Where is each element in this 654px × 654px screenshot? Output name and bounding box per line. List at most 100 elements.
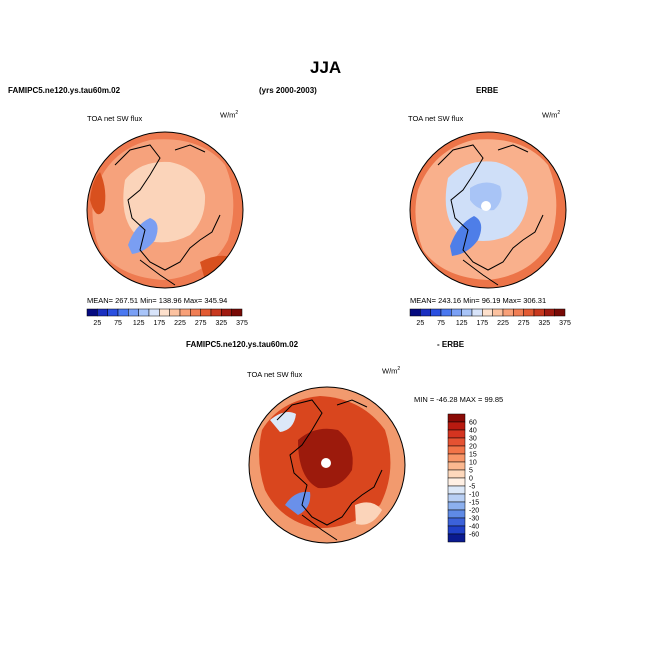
colorbar-obs-tick-label: 175 — [476, 320, 488, 327]
colorbar-diff-swatch — [447, 413, 466, 423]
colorbar-diff-tick-label: -20 — [469, 508, 479, 515]
map-diff-coastline — [276, 399, 383, 541]
map-model-field-low — [128, 218, 158, 254]
colorbar-diff-tick-label: -10 — [469, 492, 479, 499]
colorbar-obs-tick-label: 225 — [497, 320, 509, 327]
map-diff — [248, 386, 406, 544]
panel1-units: W/m2 — [220, 110, 238, 120]
panel2-title: TOA net SW flux — [408, 114, 464, 123]
colorbar-model-swatch — [86, 308, 98, 317]
colorbar-diff-swatch — [447, 469, 466, 479]
colorbar-obs-swatch — [554, 308, 566, 317]
colorbar-diff-tick-label: 15 — [469, 452, 477, 459]
map-diff-field-pale — [355, 502, 382, 525]
panel1-stats: MEAN= 267.51 Min= 138.96 Max= 345.94 — [87, 296, 228, 305]
colorbar-diff-tick-label: 40 — [469, 428, 477, 435]
colorbar-diff-swatch — [447, 453, 466, 463]
colorbar-model: 25 75 125 175 225 275 325 375 — [86, 308, 248, 327]
colorbar-model-swatch — [107, 308, 119, 317]
colorbar-model-tick-label: 75 — [114, 320, 122, 327]
colorbar-obs-swatch — [451, 308, 462, 317]
colorbar-obs-swatch — [544, 308, 555, 317]
colorbar-obs-tick-label: 275 — [518, 320, 530, 327]
panel2-units: W/m2 — [542, 110, 560, 120]
colorbar-diff-tick-label: -30 — [469, 516, 479, 523]
panel3-stats: MIN = -46.28 MAX = 99.85 — [414, 395, 504, 404]
colorbar-model-tick-label: 275 — [195, 320, 207, 327]
map-diff-field-neg2 — [270, 412, 296, 432]
map-model-field-high — [90, 172, 106, 215]
colorbar-diff-tick-label: -5 — [469, 484, 475, 491]
colorbar-diff-tick-label: 20 — [469, 444, 477, 451]
colorbar-obs-swatch — [482, 308, 493, 317]
map-obs-pole-hole — [481, 201, 491, 211]
model-case-label: FAMIPC5.ne120.ys.tau60m.02 — [8, 86, 121, 95]
colorbar-obs-swatch — [502, 308, 514, 317]
map-diff-border — [248, 386, 406, 544]
colorbar-obs: 25 75 125 175 225 275 325 375 — [409, 308, 571, 327]
colorbar-model-tick-label: 125 — [133, 320, 145, 327]
colorbar-model-swatch — [190, 308, 201, 317]
colorbar-diff-swatch — [447, 493, 466, 503]
panel2-stats: MEAN= 243.16 Min= 96.19 Max= 306.31 — [410, 296, 547, 305]
colorbar-model-tick-label: 25 — [93, 320, 101, 327]
colorbar-obs-tick-label: 25 — [416, 320, 424, 327]
colorbar-diff-tick-label: 5 — [469, 468, 473, 475]
colorbar-obs-swatch — [513, 308, 524, 317]
years-label: (yrs 2000-2003) — [259, 86, 317, 95]
panel3-units-exp: 2 — [397, 366, 401, 372]
map-obs-coastline — [437, 144, 544, 286]
panel3-title: TOA net SW flux — [247, 370, 303, 379]
panel3-units-base: W/m — [382, 366, 398, 376]
colorbar-diff-swatch — [447, 421, 466, 431]
colorbar-diff-tick-label: -40 — [469, 524, 479, 531]
panel2-units-exp: 2 — [557, 110, 561, 116]
colorbar-diff-swatch — [447, 477, 466, 487]
colorbar-model-swatch — [200, 308, 212, 317]
colorbar-diff-swatch — [447, 437, 466, 447]
colorbar-model-swatch — [210, 308, 222, 317]
colorbar-model-tick-label: 225 — [174, 320, 186, 327]
page-title: JJA — [310, 58, 342, 77]
map-obs — [409, 131, 567, 289]
colorbar-diff-swatch — [447, 485, 466, 495]
obs-label: ERBE — [476, 86, 499, 95]
colorbar-diff-tick-label: 30 — [469, 436, 477, 443]
colorbar-obs-swatch — [533, 308, 545, 317]
colorbar-model-tick-label: 175 — [153, 320, 165, 327]
colorbar-obs-tick-label: 125 — [456, 320, 468, 327]
panel2-units-base: W/m — [542, 110, 558, 120]
colorbar-model-swatch — [221, 308, 232, 317]
colorbar-diff-swatch — [447, 461, 466, 471]
colorbar-diff-tick-label: 10 — [469, 460, 477, 467]
map-model-coastline — [114, 144, 221, 286]
colorbar-diff-swatch — [447, 509, 466, 519]
colorbar-model-swatch — [128, 308, 139, 317]
colorbar-obs-swatch — [523, 308, 535, 317]
colorbar-diff-tick-label: 60 — [469, 420, 477, 427]
map-model — [86, 131, 244, 289]
colorbar-model-swatch — [179, 308, 191, 317]
colorbar-diff-swatch — [447, 429, 466, 439]
colorbar-obs-swatch — [461, 308, 473, 317]
colorbar-diff-swatch — [447, 501, 466, 511]
colorbar-model-swatch — [117, 308, 129, 317]
colorbar-obs-tick-label: 75 — [437, 320, 445, 327]
map-diff-pole-hole — [321, 458, 331, 468]
colorbar-model-swatch — [148, 308, 160, 317]
colorbar-diff-tick-label: 0 — [469, 476, 473, 483]
panel1-title: TOA net SW flux — [87, 114, 143, 123]
colorbar-model-swatch — [231, 308, 243, 317]
colorbar-obs-swatch — [409, 308, 421, 317]
colorbar-obs-swatch — [492, 308, 504, 317]
colorbar-model-swatch — [138, 308, 150, 317]
map-model-border — [86, 131, 244, 289]
panel3-units: W/m2 — [382, 366, 400, 376]
colorbar-diff-swatch — [447, 525, 466, 535]
colorbar-model-tick-label: 325 — [215, 320, 227, 327]
colorbar-model-swatch — [97, 308, 108, 317]
colorbar-model-tick-label: 375 — [236, 320, 248, 327]
map-obs-field-mid — [470, 182, 502, 211]
